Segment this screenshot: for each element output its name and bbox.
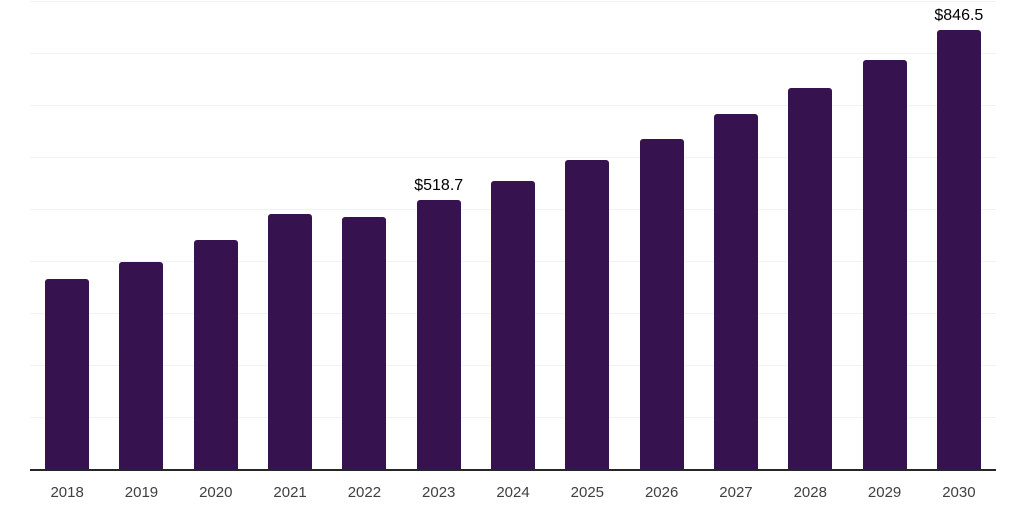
bar-2027[interactable]: [713, 114, 758, 470]
gridline: [30, 157, 996, 159]
x-axis-line: [30, 469, 996, 471]
x-tick-label: 2030: [942, 484, 976, 501]
x-tick-label: 2020: [199, 484, 233, 501]
bar-2018[interactable]: [45, 279, 90, 470]
x-tick-label: 2024: [496, 484, 530, 501]
bar-2019[interactable]: [119, 262, 164, 470]
gridline: [30, 1, 996, 2]
bar-2029[interactable]: [862, 59, 907, 470]
x-tick-label: 2029: [867, 484, 902, 501]
bar-value-label: $846.5: [934, 6, 984, 24]
bar-2026[interactable]: [639, 139, 684, 470]
bar-2023[interactable]: [416, 200, 461, 470]
x-tick-label: 2018: [50, 484, 84, 501]
x-tick-label: 2027: [719, 484, 753, 501]
x-tick-label: 2021: [273, 484, 307, 501]
x-tick-label: 2025: [570, 484, 605, 501]
bar-2024[interactable]: [491, 181, 535, 470]
x-tick-label: 2026: [644, 484, 679, 501]
x-tick-label: 2023: [422, 484, 456, 501]
gridline: [30, 53, 996, 54]
bar-value-label: $518.7: [414, 177, 464, 195]
gridline: [30, 105, 996, 106]
bar-2028[interactable]: [788, 88, 833, 470]
x-tick-label: 2028: [793, 484, 827, 501]
bar-2022[interactable]: [342, 216, 387, 470]
bar-2021[interactable]: [268, 214, 313, 470]
x-tick-label: 2019: [124, 484, 159, 501]
x-axis-labels: 2018 2019 2020 2021 2022 2023 2024 2025 2026 2027…: [30, 485, 996, 500]
bar-2025[interactable]: [565, 160, 610, 470]
bar-2020[interactable]: [193, 240, 238, 470]
bar-2030[interactable]: [936, 29, 981, 470]
plot-area: $518.7 $846.5: [30, 1, 996, 470]
x-tick-label: 2022: [347, 484, 382, 501]
